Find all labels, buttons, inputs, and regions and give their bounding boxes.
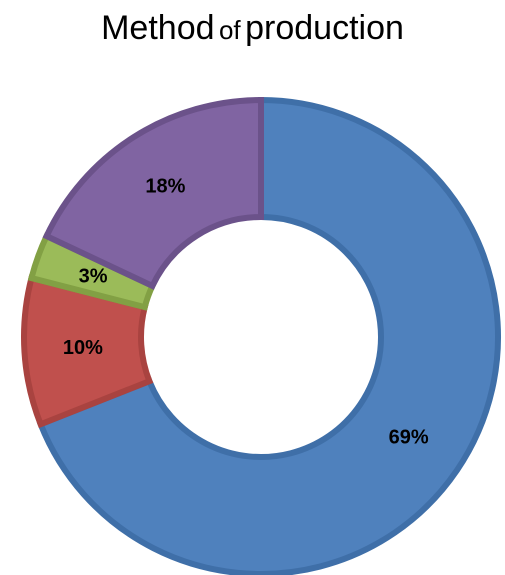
donut-slice-1	[36, 96, 501, 575]
chart-title-word-3: production	[245, 9, 404, 47]
donut-slice-label-2: 10%	[63, 337, 103, 359]
chart-title-word-2: of	[218, 15, 241, 45]
donut-labels: 69% 10% 3% 18%	[63, 175, 429, 448]
donut-slices	[21, 96, 501, 575]
donut-slice-4	[42, 96, 264, 290]
chart-title-word-1: Method	[101, 9, 215, 47]
donut-slice-label-3: 3%	[79, 266, 108, 288]
chart-title: Method of production	[0, 6, 505, 57]
donut-slice-label-4: 18%	[145, 175, 185, 197]
donut-slice-label-1: 69%	[389, 426, 429, 448]
